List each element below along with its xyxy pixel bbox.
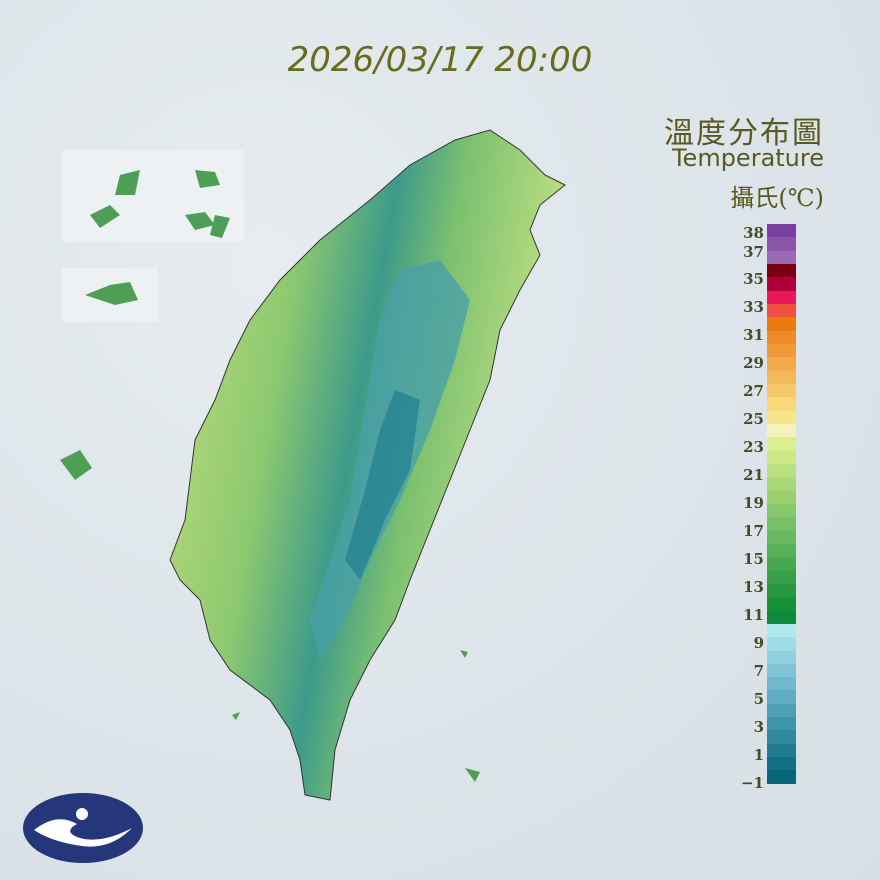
cwa-logo: [23, 793, 143, 863]
scale-tick-label: 35: [743, 270, 764, 288]
scale-tick-label: 9: [753, 634, 764, 652]
color-swatch: [767, 250, 796, 264]
color-swatch: [767, 450, 796, 464]
color-swatch: [767, 383, 796, 398]
color-swatch: [767, 490, 796, 504]
color-swatch: [767, 650, 796, 664]
color-swatch: [767, 463, 796, 478]
color-swatch: [767, 597, 796, 611]
scale-tick-label: 27: [743, 382, 764, 400]
color-swatch: [767, 237, 796, 251]
color-swatch: [767, 677, 796, 691]
scale-tick-label: 15: [743, 550, 764, 568]
scale-tick-label: 13: [743, 578, 764, 596]
color-swatch: [767, 717, 796, 731]
scale-tick-label: 33: [743, 298, 764, 316]
color-scale-bar: [767, 224, 796, 784]
color-swatch: [767, 770, 796, 784]
color-swatch: [767, 477, 796, 491]
color-swatch: [767, 610, 796, 624]
scale-tick-label: 19: [743, 494, 764, 512]
color-swatch: [767, 517, 796, 531]
scale-tick-label: 31: [743, 326, 764, 344]
color-swatch: [767, 543, 796, 558]
color-swatch: [767, 410, 796, 424]
color-swatch: [767, 357, 796, 371]
color-swatch: [767, 743, 796, 758]
color-swatch: [767, 557, 796, 571]
scale-tick-label: 5: [753, 690, 764, 708]
color-swatch: [767, 757, 796, 771]
color-swatch: [767, 263, 796, 278]
scale-tick-label: 17: [743, 522, 764, 540]
color-swatch: [767, 730, 796, 744]
legend-title-zh: 溫度分布圖: [664, 116, 824, 151]
color-swatch: [767, 690, 796, 704]
scale-tick-label: 29: [743, 354, 764, 372]
scale-tick-label: −1: [740, 774, 764, 792]
scale-tick-label: 11: [743, 606, 764, 624]
color-swatch: [767, 437, 796, 451]
color-swatch: [767, 317, 796, 331]
color-swatch: [767, 303, 796, 318]
color-swatch: [767, 277, 796, 291]
color-swatch: [767, 583, 796, 598]
scale-tick-label: 21: [743, 466, 764, 484]
color-swatch: [767, 397, 796, 411]
color-swatch: [767, 623, 796, 638]
color-swatch: [767, 343, 796, 358]
scale-tick-label: 23: [743, 438, 764, 456]
color-swatch: [767, 570, 796, 584]
color-swatch: [767, 503, 796, 518]
legend-unit: 攝氏(℃): [730, 184, 824, 212]
legend-title-en: Temperature: [671, 144, 824, 172]
timestamp: 2026/03/17 20:00: [287, 40, 593, 80]
color-swatch: [767, 703, 796, 718]
scale-tick-label: 1: [753, 746, 764, 764]
color-swatch: [767, 530, 796, 544]
scale-tick-label: 25: [743, 410, 764, 428]
color-swatch: [767, 330, 796, 344]
color-swatch: [767, 370, 796, 384]
scale-tick-label: 38: [743, 224, 764, 242]
color-swatch: [767, 637, 796, 651]
color-swatch: [767, 663, 796, 678]
color-swatch: [767, 423, 796, 438]
scale-tick-label: 3: [753, 718, 764, 736]
scale-tick-label: 37: [743, 243, 764, 261]
scale-tick-label: 7: [753, 662, 764, 680]
color-swatch: [767, 290, 796, 304]
color-swatch: [767, 224, 796, 238]
